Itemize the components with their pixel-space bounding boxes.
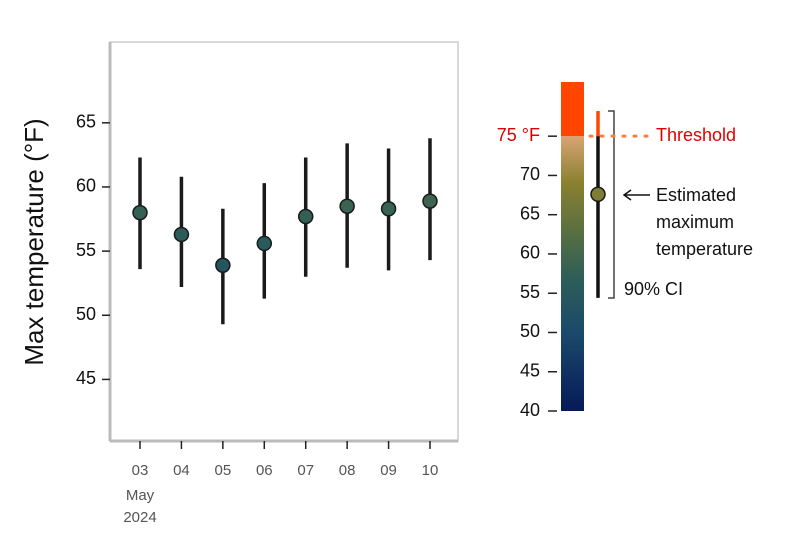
legend-point [590, 186, 606, 203]
y-axis-label: Max temperature (°F) [19, 118, 49, 365]
y-tick-label: 55 [76, 240, 96, 260]
threshold-label: Threshold [656, 125, 736, 145]
colorbar-tick-label: 60 [520, 243, 540, 263]
colorbar-tick-label: 65 [520, 203, 540, 223]
point [380, 201, 397, 217]
colorbar-tick-label: 70 [520, 164, 540, 184]
point [215, 257, 231, 273]
x-tick-label: 05 [215, 462, 232, 479]
point [297, 208, 314, 225]
y-tick-label: 45 [76, 368, 96, 388]
ci-label: 90% CI [624, 279, 683, 299]
colorbar-tick-label: 40 [520, 400, 540, 420]
colorbar-tick-label: 50 [520, 321, 540, 341]
point [256, 235, 273, 252]
x-tick-label: 08 [339, 462, 356, 479]
x-month: May [126, 487, 155, 504]
y-tick-label: 60 [76, 176, 96, 196]
point [132, 204, 148, 221]
colorbar-tick-label: 75 °F [497, 125, 540, 145]
plot-frame [109, 41, 459, 442]
x-tick-label: 06 [256, 462, 273, 479]
ci-bracket [608, 110, 615, 299]
x-tick-label: 07 [297, 462, 314, 479]
y-tick-label: 50 [76, 304, 96, 324]
estimate-label: temperature [656, 239, 753, 259]
y-tick-label: 65 [76, 112, 96, 132]
colorbar-tick-label: 45 [520, 360, 540, 380]
point [173, 226, 190, 243]
estimate-label: Estimated [656, 185, 736, 205]
point [422, 193, 438, 209]
colorbar-tick-label: 55 [520, 282, 540, 302]
point [339, 198, 355, 214]
colorbar-above [561, 82, 584, 137]
colorbar [561, 136, 584, 411]
arrow-head [622, 189, 632, 201]
x-year: 2024 [123, 509, 156, 526]
x-tick-label: 03 [132, 462, 149, 479]
x-tick-label: 10 [422, 462, 439, 479]
x-tick-label: 09 [380, 462, 397, 479]
estimate-label: maximum [656, 212, 734, 232]
x-tick-label: 04 [173, 462, 190, 479]
